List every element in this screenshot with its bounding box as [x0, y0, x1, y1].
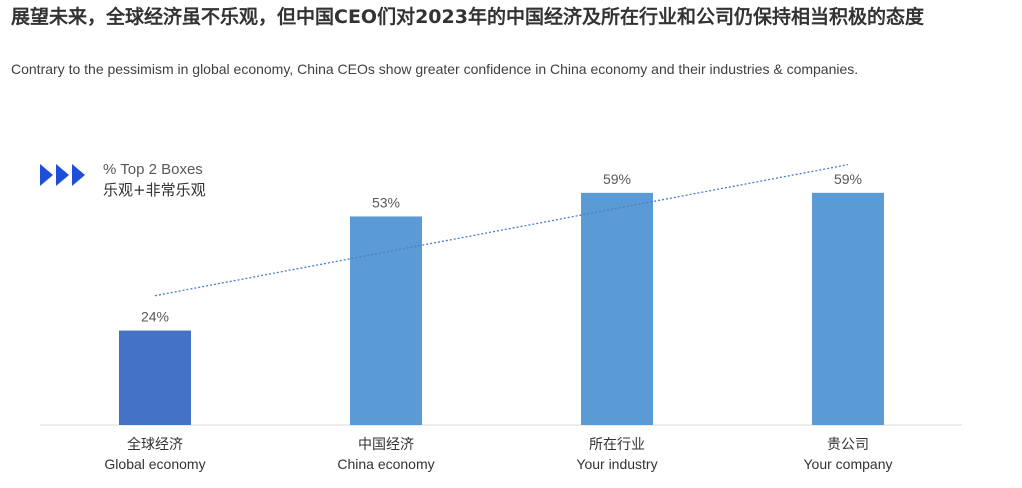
category-label-cn-1: 全球经济 — [127, 436, 183, 453]
category-label-en-4: Your company — [804, 456, 893, 472]
chart-legend: % Top 2 Boxes 乐观+非常乐观 — [40, 160, 206, 200]
bar-4 — [812, 192, 884, 425]
data-label-2: 53% — [372, 194, 400, 210]
bar-1 — [119, 330, 191, 425]
category-label-cn-3: 所在行业 — [589, 437, 645, 453]
legend-label-en: % Top 2 Boxes — [103, 161, 203, 178]
category-label-en-2: China economy — [337, 456, 434, 472]
category-label-cn-2: 中国经济 — [358, 437, 414, 453]
trendline — [154, 164, 849, 297]
page-subtitle: Contrary to the pessimism in global econ… — [11, 61, 859, 77]
bar-2 — [350, 216, 422, 425]
data-label-3: 59% — [603, 171, 631, 187]
data-label-4: 59% — [834, 171, 862, 187]
category-label-cn-4: 贵公司 — [827, 437, 869, 453]
triple-chevron-right-icon — [40, 164, 88, 186]
category-label-en-3: Your industry — [576, 456, 657, 472]
legend-label-cn: 乐观+非常乐观 — [103, 181, 206, 199]
data-label-1: 24% — [141, 309, 169, 325]
page-title: 展望未来，全球经济虽不乐观，但中国CEO们对2023年的中国经济及所在行业和公司… — [11, 6, 924, 28]
category-label-en-1: Global economy — [104, 456, 205, 472]
bar-3 — [581, 192, 653, 425]
